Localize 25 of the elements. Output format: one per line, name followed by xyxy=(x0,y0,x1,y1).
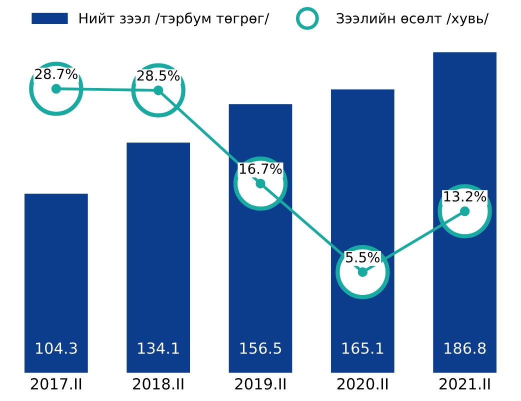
x-tick-label: 2020.II xyxy=(337,378,388,390)
x-tick-label: 2021.II xyxy=(440,378,490,390)
bar xyxy=(433,52,496,373)
data-label: 165.1 xyxy=(342,342,384,354)
legend-label: Нийт зээл /тэрбум төгрөг/ xyxy=(80,12,270,26)
data-label: 156.5 xyxy=(240,342,282,354)
data-label: 28.7% xyxy=(35,68,78,80)
point xyxy=(460,206,470,216)
point xyxy=(153,86,164,96)
data-label: 104.3 xyxy=(36,342,77,354)
bar xyxy=(126,142,190,373)
point xyxy=(256,178,266,188)
legend-label: Зээлийн өсөлт /хувь/ xyxy=(336,12,489,26)
data-label: 28.5% xyxy=(137,70,180,81)
data-label: 16.7% xyxy=(240,163,282,174)
x-tick-label: 2018.II xyxy=(133,378,184,390)
data-label: 5.5% xyxy=(346,252,380,262)
data-label: 13.2% xyxy=(444,191,486,202)
data-label: 134.1 xyxy=(138,342,179,354)
point xyxy=(51,84,62,94)
data-label: 186.8 xyxy=(444,342,486,354)
x-tick-label: 2017.II xyxy=(30,378,82,390)
x-tick-label: 2019.II xyxy=(235,378,286,390)
point xyxy=(358,267,368,277)
bar xyxy=(24,194,88,373)
